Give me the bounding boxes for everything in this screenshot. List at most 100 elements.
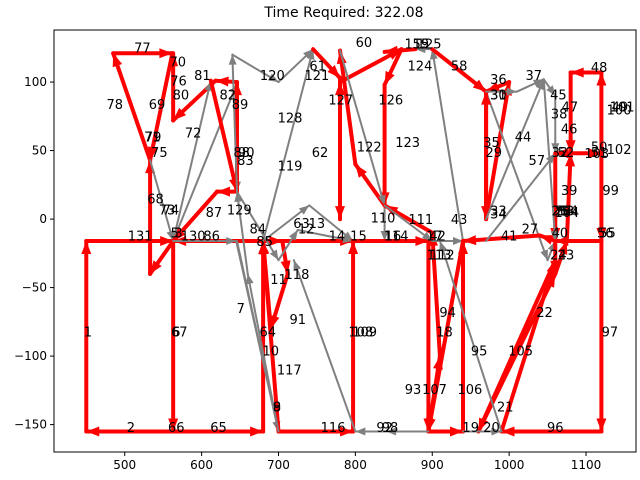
edge-label: 7 [237,302,245,317]
route-arrowhead [340,426,354,437]
edge-label: 67 [171,325,188,340]
route-segment [172,82,238,242]
route-arrowhead [570,67,584,78]
route-segment [431,48,465,242]
route-arrowhead [335,82,346,96]
edge-label: 49 [612,101,629,116]
x-tick-label: 1100 [571,458,602,472]
edge-label: 24 [550,249,567,264]
edge-label: 113 [427,249,452,264]
route-series-34 [550,67,607,276]
edge-label: 104 [554,206,579,221]
route-arrowhead [269,249,279,261]
edge-label: 43 [451,213,468,228]
route-arrowhead [501,426,515,437]
route-arrowhead [588,148,602,159]
route-series-22 [339,49,389,242]
edge-label: 50 [591,140,608,155]
edge-label: 81 [194,69,211,84]
route-segment [231,53,238,193]
edge-label: 5 [171,227,179,242]
edge-label: 59 [412,38,429,53]
edge-label: 124 [408,59,433,74]
edge-label: 62 [312,146,329,161]
edge-label: 98 [382,421,399,436]
edge-label: 21 [497,401,514,416]
route-arrowhead [173,227,186,241]
edge-label: 73 [159,203,176,218]
edge-label: 39 [561,184,578,199]
route-arrowhead [234,191,243,203]
route-arrowhead [536,79,544,91]
edge-label: 71 [144,131,161,146]
edge-label: 88 [233,146,250,161]
edge-label: 120 [260,69,285,84]
edge-label: 119 [278,160,303,175]
edge-label: 96 [547,421,564,436]
edge-label: 14 [329,229,346,244]
route-series-35 [553,151,607,246]
route-segment [339,49,386,207]
edge-label: 93 [405,383,422,398]
edge-label: 102 [607,143,632,158]
edge-label: 91 [289,313,306,328]
edge-label: 89 [232,98,249,113]
edge-label: 114 [384,229,409,244]
edge-label: 18 [436,325,453,340]
route-arrowhead [81,241,92,254]
edge-label: 12 [298,223,315,238]
route-arrowhead [433,356,443,370]
route-arrowhead [259,241,270,255]
y-tick-label: −150 [14,418,47,432]
route-arrowhead [306,49,315,60]
route-arrowhead [439,241,447,252]
route-arrowhead [280,260,291,274]
route-arrowhead [463,235,477,246]
edge-label: 106 [458,383,483,398]
route-series-29 [481,89,492,222]
route-segment [476,271,558,434]
edge-label: 26 [552,205,569,220]
edge-label: 115 [404,38,429,53]
route-series-25 [383,45,465,245]
edge-label: 128 [278,112,303,127]
edge-label: 97 [602,325,619,340]
edge-label: 84 [249,223,266,238]
edge-label: 60 [356,36,373,51]
route-segment [208,78,239,194]
route-arrowhead [168,53,179,67]
route-segment [172,79,212,242]
edge-label: 82 [219,88,236,103]
route-arrowhead [555,236,569,246]
edge-label: 118 [285,268,310,283]
edge-label: 52 [558,146,575,161]
edge-label: 16 [385,229,402,244]
edge-label: 36 [490,73,507,88]
route-arrowhead [168,418,179,432]
edge-label: 32 [552,146,569,161]
edge-label: 55 [599,227,616,242]
edge-label: 23 [558,249,575,264]
edge-label: 79 [145,131,162,146]
route-arrowhead [550,230,559,241]
edge-label: 51 [591,146,608,161]
edge-label: 6 [172,325,180,340]
x-tick-label: 600 [190,458,213,472]
edge-label: 22 [536,306,553,321]
y-tick-label: 100 [24,75,47,89]
edge-label: 90 [238,146,255,161]
edge-label: 100 [607,103,632,118]
route-arrowhead [384,45,398,56]
route-segment [148,51,175,163]
route-series-5 [149,159,175,242]
edge-label: 58 [451,59,468,74]
route-segment [262,48,315,242]
route-segment [149,159,175,242]
y-tick-label: −100 [14,349,47,363]
route-series-17 [276,239,359,437]
route-arrowhead [545,153,556,164]
route-arrowhead [486,82,501,92]
edge-label: 48 [591,61,608,76]
